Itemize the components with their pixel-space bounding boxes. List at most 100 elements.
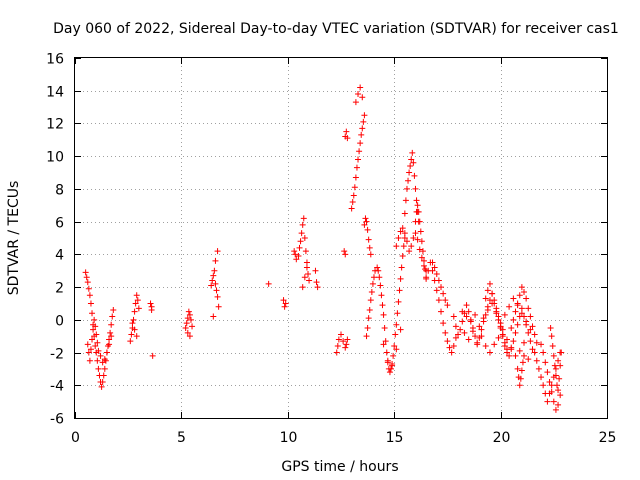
data-point — [499, 333, 506, 340]
data-point — [433, 271, 440, 277]
data-point — [391, 343, 398, 349]
data-point — [442, 329, 449, 336]
data-point — [83, 274, 90, 281]
data-point — [84, 341, 91, 348]
data-point — [523, 295, 530, 302]
data-point — [344, 135, 351, 142]
data-point — [518, 367, 525, 374]
data-point — [312, 267, 319, 274]
y-axis-ticks: -6 -4 -2 0 2 4 6 8 10 12 14 16 — [46, 52, 607, 428]
data-point — [98, 383, 105, 390]
data-point — [446, 344, 453, 351]
data-point — [352, 174, 359, 181]
data-point — [508, 344, 515, 351]
data-point — [209, 277, 216, 284]
data-point — [368, 289, 375, 295]
data-point — [508, 325, 515, 331]
data-point — [552, 406, 559, 413]
data-point — [518, 284, 525, 291]
data-point — [187, 316, 194, 323]
data-point — [296, 244, 303, 251]
data-point — [355, 156, 362, 163]
data-point — [299, 221, 306, 228]
data-point — [546, 379, 553, 385]
data-point — [521, 313, 528, 320]
y-tick-label: 6 — [55, 216, 64, 232]
data-point — [363, 218, 370, 225]
data-point — [86, 357, 93, 364]
data-point — [459, 318, 466, 325]
data-point — [411, 172, 418, 179]
data-point — [359, 125, 366, 132]
data-point — [429, 259, 436, 266]
data-point — [295, 253, 302, 259]
data-point — [557, 362, 564, 369]
data-point — [353, 164, 360, 171]
data-point — [516, 382, 523, 389]
data-point — [298, 230, 305, 237]
data-point — [380, 341, 387, 348]
data-point — [393, 346, 400, 353]
y-tick-label: 16 — [46, 52, 64, 68]
data-point — [349, 199, 356, 205]
data-point — [213, 287, 220, 294]
data-point — [132, 300, 139, 307]
data-point — [184, 315, 191, 322]
data-point — [463, 302, 470, 309]
data-point — [506, 352, 513, 359]
data-point — [300, 215, 307, 222]
data-point — [397, 326, 404, 333]
data-point — [422, 266, 429, 273]
data-point — [380, 311, 387, 318]
data-point — [211, 267, 218, 274]
data-point — [394, 310, 401, 317]
data-point — [523, 318, 530, 325]
data-point — [344, 336, 351, 343]
data-point — [495, 316, 502, 323]
data-point — [480, 315, 487, 322]
data-point — [510, 338, 517, 345]
x-tick-label: 25 — [599, 430, 617, 446]
data-point — [501, 343, 508, 349]
data-point — [333, 349, 340, 356]
data-point — [149, 352, 156, 359]
data-point — [542, 359, 549, 366]
data-point — [517, 375, 524, 382]
chart-title: Day 060 of 2022, Sidereal Day-to-day VTE… — [53, 21, 619, 37]
data-point — [342, 344, 349, 351]
y-tick-label: 12 — [46, 117, 64, 133]
data-point — [412, 185, 419, 192]
data-point — [482, 295, 489, 302]
data-point — [100, 372, 107, 379]
data-point — [130, 316, 137, 323]
data-point — [280, 297, 287, 304]
data-point — [521, 339, 528, 346]
data-point — [527, 326, 534, 333]
data-point — [484, 287, 491, 294]
data-point — [375, 267, 382, 274]
x-tick-label: 5 — [177, 430, 186, 446]
data-point — [469, 328, 476, 335]
data-point — [535, 365, 542, 372]
data-point — [465, 336, 472, 343]
x-tick-label: 20 — [493, 430, 511, 446]
data-point — [503, 349, 510, 356]
data-point — [444, 302, 451, 309]
data-point — [82, 269, 89, 276]
data-point — [393, 321, 400, 328]
data-point — [214, 248, 221, 255]
data-point — [338, 331, 344, 338]
grid-lines — [75, 58, 607, 418]
data-point — [348, 205, 355, 212]
data-point — [186, 311, 193, 318]
data-point — [133, 292, 140, 299]
data-point — [399, 253, 406, 259]
data-point — [544, 398, 551, 405]
data-point — [408, 243, 415, 250]
data-point — [108, 321, 115, 328]
data-point — [367, 297, 374, 304]
data-point — [210, 272, 217, 279]
data-point — [303, 264, 310, 271]
data-point — [538, 374, 545, 381]
